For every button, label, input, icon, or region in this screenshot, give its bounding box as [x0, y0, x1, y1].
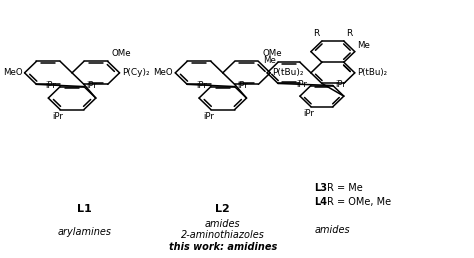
Text: iPr: iPr — [196, 81, 207, 90]
Text: R = Me: R = Me — [328, 183, 363, 193]
Text: OMe: OMe — [111, 49, 131, 58]
Text: iPr: iPr — [86, 81, 97, 90]
Text: P(tBu)₂: P(tBu)₂ — [357, 68, 387, 77]
Text: iPr: iPr — [303, 109, 314, 118]
Text: iPr: iPr — [296, 80, 307, 89]
Text: L3: L3 — [315, 183, 328, 193]
Text: R: R — [313, 29, 319, 38]
Text: iPr: iPr — [335, 80, 346, 89]
Text: iPr: iPr — [237, 81, 248, 90]
Text: this work: amidines: this work: amidines — [169, 242, 277, 252]
Text: Me: Me — [263, 57, 276, 66]
Text: R: R — [346, 29, 352, 38]
Text: R = OMe, Me: R = OMe, Me — [328, 197, 392, 207]
Text: L1: L1 — [77, 204, 92, 214]
Text: amides: amides — [315, 225, 351, 235]
Text: Me: Me — [357, 41, 370, 50]
Text: arylamines: arylamines — [57, 227, 111, 237]
Text: amides: amides — [205, 219, 241, 229]
Text: OMe: OMe — [262, 49, 282, 58]
Text: MeO: MeO — [154, 68, 173, 77]
Text: iPr: iPr — [53, 112, 64, 121]
Text: P(tBu)₂: P(tBu)₂ — [273, 68, 304, 77]
Text: L4: L4 — [315, 197, 328, 207]
Text: P(Cy)₂: P(Cy)₂ — [122, 68, 149, 77]
Text: 2-aminothiazoles: 2-aminothiazoles — [181, 230, 264, 240]
Text: iPr: iPr — [46, 81, 56, 90]
Text: L2: L2 — [215, 204, 230, 214]
Text: MeO: MeO — [3, 68, 22, 77]
Text: iPr: iPr — [203, 112, 214, 121]
